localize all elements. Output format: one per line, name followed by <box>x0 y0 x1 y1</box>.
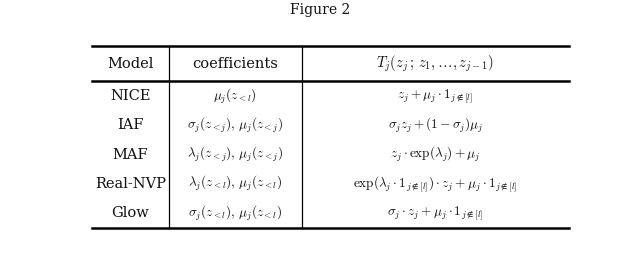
Text: $\lambda_j(z_{<l}),\, \mu_j(z_{<l})$: $\lambda_j(z_{<l}),\, \mu_j(z_{<l})$ <box>188 174 282 193</box>
Text: Glow: Glow <box>111 206 149 220</box>
Text: NICE: NICE <box>110 89 151 103</box>
Text: $\exp(\lambda_j \cdot \mathbf{1}_{j\notin[l]}) \cdot z_j + \mu_j \cdot \mathbf{1: $\exp(\lambda_j \cdot \mathbf{1}_{j\noti… <box>353 174 518 194</box>
Text: coefficients: coefficients <box>192 57 278 71</box>
Text: $\sigma_j(z_{<j}),\, \mu_j(z_{<j})$: $\sigma_j(z_{<j}),\, \mu_j(z_{<j})$ <box>187 116 284 135</box>
Text: $z_j \cdot \exp(\lambda_j) + \mu_j$: $z_j \cdot \exp(\lambda_j) + \mu_j$ <box>390 145 481 164</box>
Text: $\sigma_j z_j + (1-\sigma_j)\mu_j$: $\sigma_j z_j + (1-\sigma_j)\mu_j$ <box>388 116 483 135</box>
Text: Model: Model <box>108 57 154 71</box>
Text: $z_j + \mu_j \cdot \mathbf{1}_{j\notin[l]}$: $z_j + \mu_j \cdot \mathbf{1}_{j\notin[l… <box>397 87 473 105</box>
Text: Figure 2: Figure 2 <box>290 3 350 17</box>
Text: $\sigma_j \cdot z_j + \mu_j \cdot \mathbf{1}_{j\notin[l]}$: $\sigma_j \cdot z_j + \mu_j \cdot \mathb… <box>387 204 483 222</box>
Text: Real-NVP: Real-NVP <box>95 177 166 191</box>
Text: IAF: IAF <box>117 118 144 132</box>
Text: $T_j(z_j\,;\,z_1,\ldots,z_{j-1})$: $T_j(z_j\,;\,z_1,\ldots,z_{j-1})$ <box>376 54 494 74</box>
Text: $\lambda_j(z_{<j}),\, \mu_j(z_{<j})$: $\lambda_j(z_{<j}),\, \mu_j(z_{<j})$ <box>187 145 284 164</box>
Text: MAF: MAF <box>113 148 148 162</box>
Text: $\sigma_j(z_{<l}),\, \mu_j(z_{<l})$: $\sigma_j(z_{<l}),\, \mu_j(z_{<l})$ <box>188 204 282 223</box>
Text: $\mu_j(z_{<l})$: $\mu_j(z_{<l})$ <box>213 87 257 106</box>
